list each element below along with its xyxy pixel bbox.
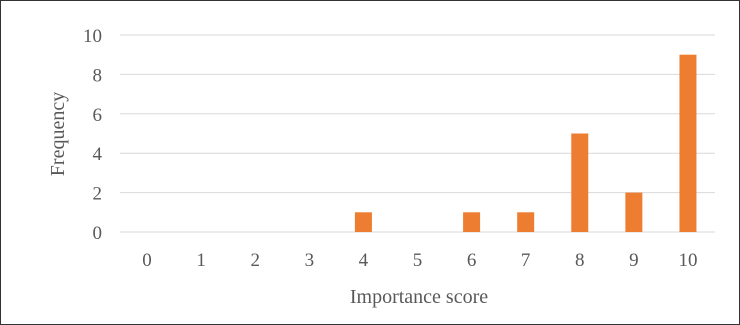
x-tick-label: 4 bbox=[359, 250, 369, 271]
bar-score-9 bbox=[625, 192, 643, 232]
x-tick-labels: 0 1 2 3 4 5 6 7 8 9 10 bbox=[142, 250, 697, 271]
y-axis-title: Frequency bbox=[47, 92, 69, 176]
bar-score-10 bbox=[679, 54, 697, 233]
x-tick-label: 5 bbox=[413, 250, 423, 271]
x-tick-label: 9 bbox=[629, 250, 639, 271]
y-tick-label: 10 bbox=[83, 26, 102, 47]
y-tick-label: 4 bbox=[93, 144, 103, 165]
x-tick-label: 0 bbox=[142, 250, 152, 271]
y-tick-label: 0 bbox=[93, 223, 103, 244]
bar-score-4 bbox=[354, 212, 372, 232]
gridlines bbox=[120, 34, 715, 233]
y-tick-label: 8 bbox=[93, 65, 103, 86]
x-tick-label: 2 bbox=[250, 250, 260, 271]
x-tick-label: 1 bbox=[196, 250, 206, 271]
x-tick-label: 8 bbox=[575, 250, 585, 271]
bars bbox=[354, 54, 697, 233]
x-tick-label: 10 bbox=[678, 250, 697, 271]
y-tick-labels: 0 2 4 6 8 10 bbox=[83, 26, 103, 244]
y-tick-label: 2 bbox=[93, 184, 103, 205]
x-axis-title: Importance score bbox=[350, 286, 488, 308]
bar-score-6 bbox=[463, 212, 481, 232]
x-tick-label: 6 bbox=[467, 250, 477, 271]
y-tick-label: 6 bbox=[93, 105, 103, 126]
x-tick-label: 7 bbox=[521, 250, 531, 271]
x-tick-label: 3 bbox=[305, 250, 315, 271]
bar-score-8 bbox=[571, 133, 589, 232]
bar-score-7 bbox=[517, 212, 535, 232]
